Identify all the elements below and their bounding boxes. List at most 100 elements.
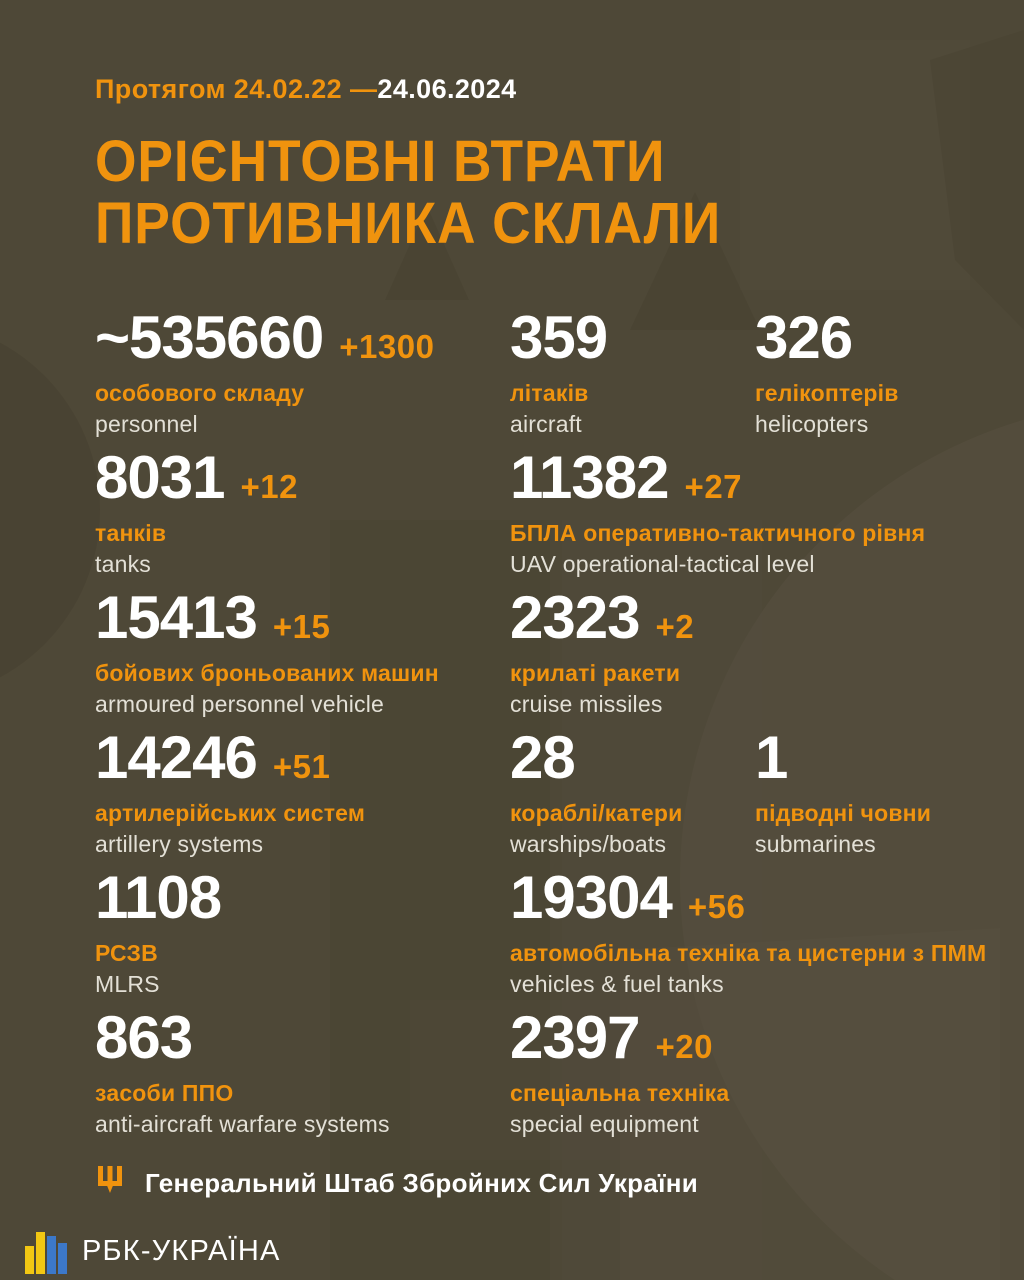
- stat-number-line: 8031 +12: [95, 444, 510, 511]
- stat-label-ua: гелікоптерів: [755, 380, 899, 406]
- stat-number-line: 1108: [95, 864, 510, 931]
- stat-number-line: 359: [510, 304, 755, 371]
- stat-delta: +51: [272, 748, 331, 785]
- stat-label-en: anti-aircraft warfare systems: [95, 1111, 390, 1137]
- page-title: ОРІЄНТОВНІ ВТРАТИ ПРОТИВНИКА СКЛАЛИ: [95, 131, 1004, 255]
- rbc-logo-text: РБК-УКРАЇНА: [82, 1234, 281, 1267]
- stat-label-ua: засоби ППО: [95, 1080, 234, 1106]
- stat-row: 8031 +12 танків tanks 11382 +27 БПЛА оперативн…: [95, 444, 1004, 589]
- stat-delta: +15: [272, 608, 331, 645]
- stat-value: 326: [755, 304, 853, 371]
- stat-label-ua: танків: [95, 520, 167, 546]
- stat-value: 19304: [510, 864, 673, 931]
- stat-number-line: 2397 +20: [510, 1004, 1004, 1071]
- stat-row: ~535660 +1300 особового складу personnel 359…: [95, 304, 1004, 449]
- stat-block: 1 підводні човни submarines: [755, 724, 1004, 858]
- stat-value: ~535660: [95, 304, 324, 371]
- stat-delta: +56: [687, 888, 746, 925]
- stat-row: 863 засоби ППО anti-aircraft warfare syste…: [95, 1004, 1004, 1149]
- stat-value: 1: [755, 724, 788, 791]
- stat-row: 14246 +51 артилерійських систем artillery s…: [95, 724, 1004, 869]
- stat-label-ua: особового складу: [95, 380, 305, 406]
- stat-block: ~535660 +1300 особового складу personnel: [95, 304, 510, 438]
- page-title-line2: ПРОТИВНИКА СКЛАЛИ: [95, 191, 722, 256]
- period-label: Протягом 24.02.22 —24.06.2024: [95, 74, 1004, 105]
- stat-block: 8031 +12 танків tanks: [95, 444, 510, 578]
- source-label: Генеральний Штаб Збройних Сил України: [145, 1167, 698, 1198]
- stat-delta: +12: [240, 468, 298, 505]
- stat-label-en: artillery systems: [95, 831, 264, 857]
- stat-row: 1108 РСЗВ MLRS 19304 +56 автомобільна техніка…: [95, 864, 1004, 1009]
- stat-label-en: vehicles & fuel tanks: [510, 971, 724, 997]
- stat-number-line: 14246 +51: [95, 724, 510, 791]
- stat-label-en: cruise missiles: [510, 691, 663, 717]
- stat-value: 14246: [95, 724, 258, 791]
- stat-block: 326 гелікоптерів helicopters: [755, 304, 1004, 438]
- stat-number-line: 1: [755, 724, 1004, 791]
- stat-number-line: 11382 +27: [510, 444, 1004, 511]
- stat-number-line: 863: [95, 1004, 510, 1071]
- stat-label-en: submarines: [755, 831, 876, 857]
- stat-number-line: 19304 +56: [510, 864, 1004, 931]
- stat-value: 359: [510, 304, 608, 371]
- stat-block: 28 кораблі/катери warships/boats: [510, 724, 755, 858]
- stat-block: 863 засоби ППО anti-aircraft warfare syste…: [95, 1004, 510, 1138]
- stat-label-en: armoured personnel vehicle: [95, 691, 385, 717]
- stat-block: 15413 +15 бойових броньованих машин armoure…: [95, 584, 510, 718]
- stat-delta: +20: [655, 1028, 713, 1065]
- stat-label-ua: артилерійських систем: [95, 800, 366, 826]
- stat-label-en: aircraft: [510, 411, 582, 437]
- stat-value: 11382: [510, 444, 670, 511]
- stat-label-en: UAV operational-tactical level: [510, 551, 815, 577]
- stat-label-ua: бойових броньованих машин: [95, 660, 439, 686]
- stat-label-ua: кораблі/катери: [510, 800, 683, 826]
- stat-label-en: personnel: [95, 411, 198, 437]
- stat-value: 15413: [95, 584, 258, 651]
- period-date: 24.06.2024: [377, 74, 517, 104]
- stat-block: 2397 +20 спеціальна техніка special equipme…: [510, 1004, 1004, 1138]
- stat-row: 15413 +15 бойових броньованих машин armoure…: [95, 584, 1004, 729]
- stat-number-line: ~535660 +1300: [95, 304, 510, 371]
- stat-label-en: MLRS: [95, 971, 160, 997]
- stat-number-line: 2323 +2: [510, 584, 1004, 651]
- stat-delta: +27: [684, 468, 743, 505]
- stat-label-ua: крилаті ракети: [510, 660, 681, 686]
- source-row: Генеральний Штаб Збройних Сил України: [95, 1166, 698, 1200]
- stat-label-en: warships/boats: [510, 831, 667, 857]
- stat-number-line: 28: [510, 724, 755, 791]
- stat-value: 1108: [95, 864, 222, 931]
- period-dash: —: [350, 74, 378, 104]
- stat-label-ua: автомобільна техніка та цистерни з ПММ: [510, 940, 987, 966]
- stat-delta: +2: [655, 608, 695, 645]
- stat-label-ua: підводні човни: [755, 800, 932, 826]
- stat-value: 2397: [510, 1004, 640, 1071]
- stat-label-ua: БПЛА оперативно-тактичного рівня: [510, 520, 926, 546]
- stat-value: 2323: [510, 584, 640, 651]
- stat-delta: +1300: [339, 328, 435, 365]
- stat-label-en: special equipment: [510, 1111, 699, 1137]
- page-title-line1: ОРІЄНТОВНІ ВТРАТИ: [95, 129, 666, 194]
- rbc-logo-icon: [25, 1232, 67, 1274]
- stat-label-en: helicopters: [755, 411, 869, 437]
- stat-label-ua: РСЗВ: [95, 940, 158, 966]
- stats-grid: ~535660 +1300 особового складу personnel 359…: [95, 304, 1004, 1149]
- stat-block: 11382 +27 БПЛА оперативно-тактичного рівня…: [510, 444, 1004, 578]
- stat-label-ua: літаків: [510, 380, 589, 406]
- stat-number-line: 326: [755, 304, 1004, 371]
- stat-block: 19304 +56 автомобільна техніка та цистерни…: [510, 864, 1004, 998]
- stat-number-line: 15413 +15: [95, 584, 510, 651]
- stat-value: 863: [95, 1004, 193, 1071]
- stat-block: 2323 +2 крилаті ракети cruise missiles: [510, 584, 1004, 718]
- stat-value: 8031: [95, 444, 225, 511]
- period-prefix: Протягом 24.02.22: [95, 74, 343, 104]
- stat-block: 1108 РСЗВ MLRS: [95, 864, 510, 998]
- stat-label-en: tanks: [95, 551, 151, 577]
- rbc-logo: РБК-УКРАЇНА: [25, 1228, 281, 1274]
- stat-value: 28: [510, 724, 576, 791]
- stat-block: 14246 +51 артилерійських систем artillery s…: [95, 724, 510, 858]
- stat-block: 359 літаків aircraft: [510, 304, 755, 438]
- stat-label-ua: спеціальна техніка: [510, 1080, 730, 1106]
- trident-icon: [98, 1166, 122, 1193]
